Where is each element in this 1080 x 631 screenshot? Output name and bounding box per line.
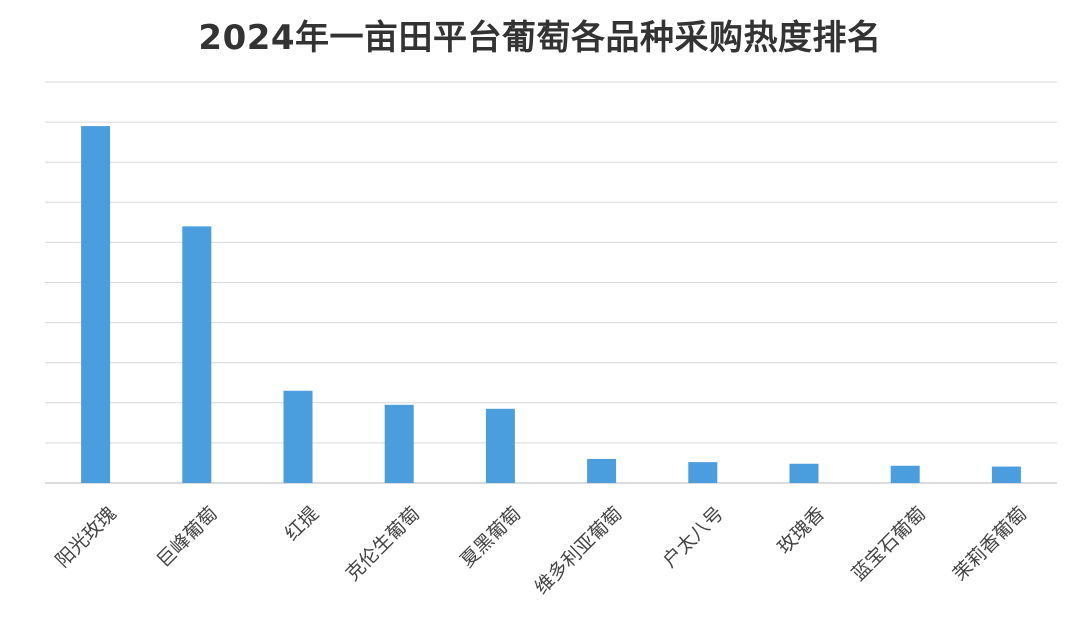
x-tick-label: 克伦生葡萄 (342, 503, 425, 586)
x-tick-label: 户太八号 (659, 503, 728, 572)
x-tick-label: 夏黑葡萄 (456, 503, 525, 572)
x-tick-label: 巨峰葡萄 (153, 503, 222, 572)
x-tick-labels: 阳光玫瑰 巨峰葡萄 红提 克伦生葡萄 夏黑葡萄 维多利亚葡萄 户太八号 玫瑰香 蓝宝石葡萄 茉莉香… (51, 503, 1031, 599)
bars (81, 126, 1021, 484)
gridlines (45, 81, 1057, 484)
bar (587, 458, 617, 483)
bar (485, 408, 515, 483)
bar (890, 465, 920, 483)
chart-title: 2024年一亩田平台葡萄各品种采购热度排名 (198, 18, 882, 58)
x-tick-label: 维多利亚葡萄 (531, 503, 627, 599)
bar (384, 404, 414, 483)
x-tick-label: 红提 (281, 503, 323, 545)
bar (283, 390, 313, 483)
x-tick-label: 阳光玫瑰 (51, 503, 120, 572)
x-tick-label: 蓝宝石葡萄 (848, 503, 931, 586)
x-tick-label: 茉莉香葡萄 (949, 503, 1032, 586)
bar (991, 466, 1021, 483)
bar (182, 226, 212, 484)
x-tick-label: 玫瑰香 (773, 503, 829, 559)
bar (789, 463, 819, 483)
bar (688, 462, 718, 483)
bar (81, 126, 111, 484)
